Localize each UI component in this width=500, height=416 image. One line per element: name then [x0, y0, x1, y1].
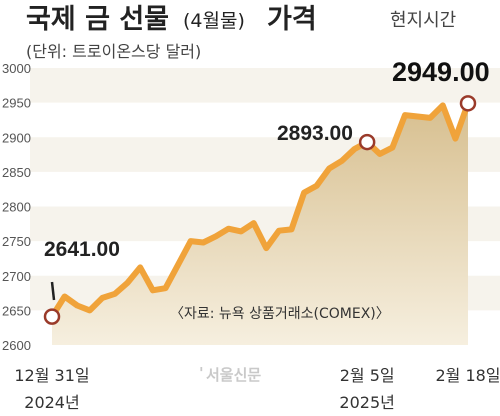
x-tick-label: 2월 18일: [435, 366, 500, 385]
chart-title-tail: 가격: [267, 4, 317, 35]
start-pointer-line: [50, 281, 56, 301]
y-axis-ticks: 2600 2650 2700 2750 2800 2850 2900 2950 3000: [2, 61, 31, 353]
y-tick-label: 2850: [2, 165, 31, 180]
annotation-marker: [459, 95, 477, 112]
y-tick-label: 2700: [2, 269, 31, 284]
time-note: 현지시간: [390, 10, 456, 31]
x-tick-label: 2월 5일: [340, 366, 395, 385]
x-tick-year-label: 2024년: [24, 393, 79, 412]
annotation-marker: [358, 133, 376, 151]
annotation-marker: [43, 308, 61, 325]
logo-quote-mark: ': [199, 364, 204, 382]
chart-subtitle: (단위: 트로이온스당 달러): [26, 42, 201, 61]
annotation-markers: [43, 95, 477, 325]
y-tick-label: 3000: [2, 61, 31, 76]
price-area: [52, 103, 468, 345]
y-tick-label: 2750: [2, 234, 31, 249]
grid-band: [30, 68, 500, 103]
annotation-feb18: 2949.00: [392, 57, 490, 87]
annotation-feb5: 2893.00: [277, 122, 353, 145]
chart-title: 국제 금 선물: [26, 4, 169, 35]
source-note: 〈자료: 뉴욕 상품거래소(COMEX)〉: [170, 306, 390, 322]
annotation-start: 2641.00: [44, 238, 120, 261]
y-tick-label: 2650: [2, 303, 31, 318]
y-tick-label: 2600: [2, 338, 31, 353]
logo-text: 서울신문: [206, 366, 261, 384]
y-tick-label: 2950: [2, 96, 31, 111]
x-axis-ticks: 12월 31일 2024년 2월 5일 2025년 2월 18일: [14, 366, 500, 412]
x-tick-label: 12월 31일: [14, 366, 89, 385]
newspaper-logo: ' 서울신문: [199, 364, 261, 384]
y-tick-label: 2900: [2, 130, 31, 145]
price-line: [49, 100, 471, 320]
chart-title-paren: (4월물): [183, 10, 245, 32]
x-tick-year-label: 2025년: [339, 393, 394, 412]
y-tick-label: 2800: [2, 200, 31, 215]
